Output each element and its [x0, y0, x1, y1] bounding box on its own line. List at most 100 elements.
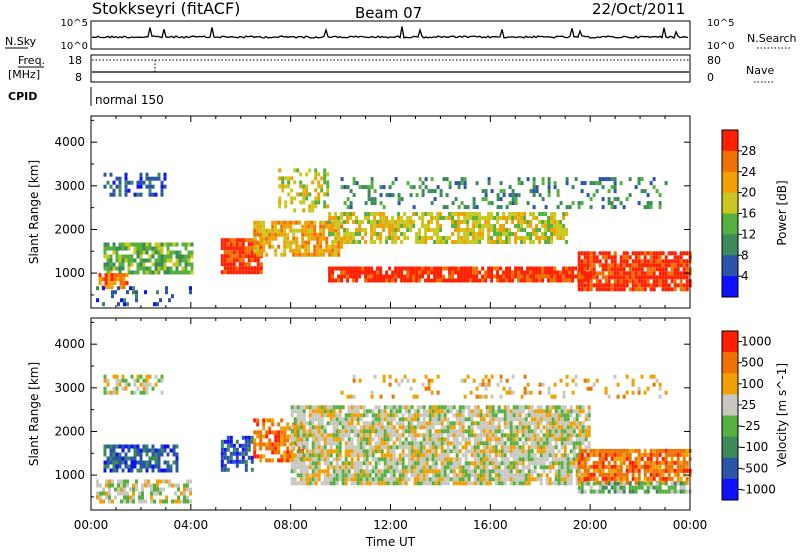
velocity-colorbar-tick-label: 25 [741, 398, 756, 412]
power-cell [508, 240, 512, 244]
power-cell [463, 177, 467, 182]
velocity-cell [572, 449, 576, 454]
power-cell [682, 287, 686, 292]
power-cell [613, 259, 617, 264]
velocity-cell [183, 495, 186, 500]
velocity-cell [386, 413, 390, 418]
velocity-cell [539, 473, 543, 478]
velocity-cell [305, 469, 309, 474]
power-cell [493, 224, 497, 228]
power-cell [406, 278, 410, 283]
velocity-cell [398, 417, 402, 422]
velocity-cell [392, 449, 396, 454]
power-cell [517, 278, 521, 283]
power-cell [502, 189, 506, 194]
power-cell [111, 290, 114, 295]
velocity-cell [133, 456, 137, 461]
power-cell [328, 216, 332, 220]
power-cell [109, 270, 113, 275]
velocity-cell [437, 421, 441, 426]
velocity-cell [479, 461, 483, 466]
velocity-cell [616, 452, 620, 457]
velocity-cell [368, 437, 372, 442]
velocity-cell [631, 472, 635, 477]
velocity-cell [634, 460, 638, 465]
power-cell [496, 220, 500, 224]
power-cell [244, 250, 248, 255]
power-cell [127, 258, 131, 263]
power-cell [475, 216, 479, 220]
power-cell [244, 238, 248, 243]
velocity-cell [503, 473, 507, 478]
power-cell [337, 240, 341, 245]
velocity-cell [253, 442, 257, 447]
velocity-cell [511, 374, 515, 379]
power-cell [466, 212, 470, 216]
velocity-cell [347, 441, 351, 446]
power-cell [107, 285, 111, 290]
power-cell [283, 224, 287, 229]
power-cell [301, 244, 305, 249]
power-cell [268, 232, 272, 237]
power-cell [379, 212, 383, 216]
velocity-cell [174, 499, 177, 504]
power-cell [253, 240, 257, 245]
velocity-cell [398, 481, 402, 486]
velocity-cell [661, 448, 665, 453]
power-cell [466, 266, 470, 271]
power-cell [568, 274, 572, 279]
velocity-cell [578, 449, 582, 454]
power-cell [523, 274, 527, 279]
velocity-cell [223, 447, 227, 452]
velocity-cell [314, 433, 318, 438]
velocity-cell [536, 457, 540, 462]
power-cell [565, 228, 569, 232]
power-cell [334, 240, 338, 244]
velocity-cell [557, 425, 561, 430]
velocity-cell [299, 465, 303, 470]
velocity-cell [223, 451, 227, 456]
power-cell [505, 228, 509, 232]
power-cell [379, 232, 383, 236]
power-cell [562, 266, 566, 271]
power-cell [667, 275, 671, 280]
velocity-cell [311, 421, 315, 426]
power-cell [565, 274, 569, 279]
power-cell [424, 240, 428, 244]
velocity-cell [595, 460, 599, 465]
velocity-cell [157, 460, 161, 465]
velocity-cell [682, 448, 686, 453]
power-cell [637, 283, 641, 288]
power-cell [103, 266, 107, 271]
power-cell [281, 184, 285, 189]
power-cell [313, 224, 317, 229]
power-cell [544, 266, 548, 271]
power-cell [397, 228, 401, 232]
velocity-cell [515, 405, 519, 410]
velocity-cell [96, 479, 99, 484]
power-cell [586, 251, 590, 256]
power-cell [343, 201, 347, 206]
velocity-cell [344, 421, 348, 426]
velocity-cell [371, 445, 375, 450]
velocity-cell [311, 473, 315, 478]
velocity-cell [145, 460, 149, 465]
velocity-cell [649, 476, 653, 481]
power-cell [358, 220, 362, 224]
velocity-cell [356, 437, 360, 442]
power-cell [317, 192, 321, 197]
velocity-cell [371, 409, 375, 414]
power-cell [412, 205, 416, 210]
velocity-cell [551, 413, 555, 418]
velocity-cell [365, 421, 369, 426]
velocity-cell [494, 461, 498, 466]
power-cell [328, 232, 332, 236]
velocity-cell [571, 390, 575, 395]
velocity-cell [308, 425, 312, 430]
power-cell [469, 212, 473, 216]
velocity-cell [634, 476, 638, 481]
power-cell [284, 200, 288, 205]
velocity-cell [551, 457, 555, 462]
power-cell [523, 240, 527, 244]
power-cell [475, 205, 479, 210]
